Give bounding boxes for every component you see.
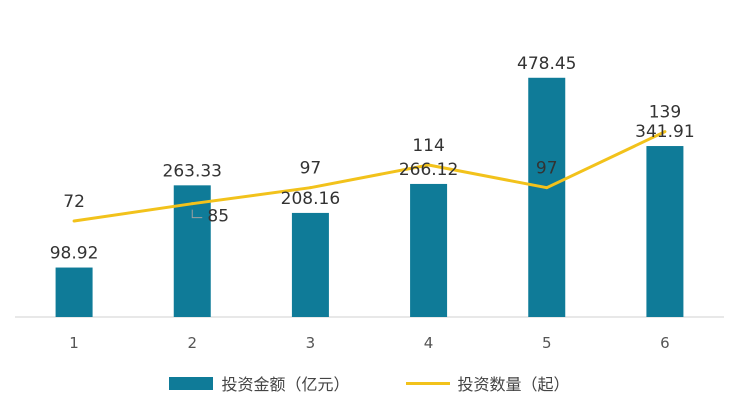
legend-label-count: 投资数量（起） <box>457 375 570 394</box>
x-tick-label: 4 <box>424 334 434 352</box>
line-series-count <box>73 130 666 223</box>
x-tick-label: 6 <box>660 334 670 352</box>
bar-value-label: 266.12 <box>399 160 458 180</box>
line-point-6 <box>663 130 667 134</box>
legend: 投资金额（亿元） 投资数量（起） <box>0 368 739 398</box>
bar-4 <box>410 183 448 317</box>
bar-3 <box>291 212 329 317</box>
bar-value-label: 478.45 <box>517 54 576 74</box>
x-tick-label: 3 <box>306 334 316 352</box>
line-point-4 <box>427 163 431 167</box>
line-value-label: 97 <box>300 159 322 179</box>
bar-5 <box>528 77 566 318</box>
x-tick-label: 5 <box>542 334 552 352</box>
line-value-label: 85 <box>207 207 229 227</box>
line-value-label: 72 <box>63 192 85 212</box>
legend-item-amount: 投资金额（亿元） <box>169 371 350 395</box>
legend-item-count: 投资数量（起） <box>405 371 570 395</box>
line-point-1 <box>72 219 76 223</box>
legend-swatch-line <box>405 381 450 385</box>
bar-2 <box>173 185 211 317</box>
bar-value-label: 98.92 <box>50 244 99 264</box>
line-label-leader <box>191 209 203 219</box>
bar-1 <box>55 267 93 317</box>
line-point-5 <box>545 186 549 190</box>
line-point-2 <box>190 202 194 206</box>
line-value-label: 97 <box>536 159 558 179</box>
bar-value-label: 341.91 <box>635 122 694 142</box>
line-value-label: 139 <box>649 103 681 123</box>
x-tick-label: 2 <box>187 334 197 352</box>
legend-label-amount: 投资金额（亿元） <box>221 375 350 394</box>
bar-value-label: 208.16 <box>281 189 340 209</box>
x-tick-label: 1 <box>69 334 79 352</box>
bar-6 <box>646 146 684 317</box>
legend-swatch-bar <box>169 376 214 390</box>
bar-value-label: 263.33 <box>163 161 222 181</box>
line-value-label: 114 <box>412 136 444 156</box>
line-point-3 <box>308 186 312 190</box>
chart-plot: 98.92 263.33 208.16 266.12 478.45 341.91 72 85 9… <box>15 54 724 352</box>
